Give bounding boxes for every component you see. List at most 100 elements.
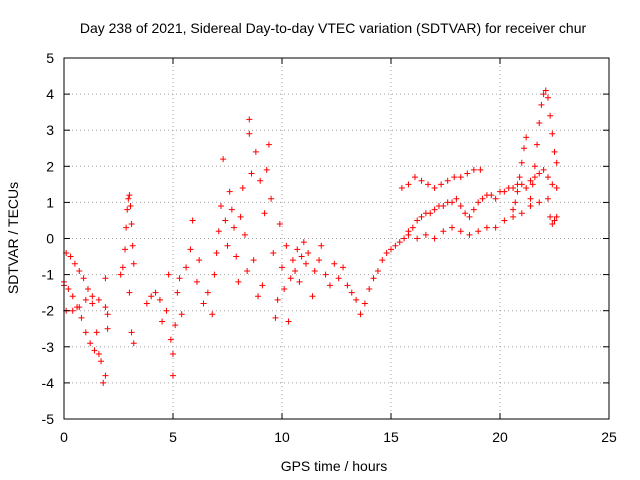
data-point-dawn-spike	[518, 159, 525, 166]
y-tick-label: -5	[42, 411, 55, 427]
data-point-midday-cloud	[239, 184, 246, 191]
data-point-arc-3h	[128, 221, 135, 228]
data-point-midday-cloud	[252, 148, 259, 155]
data-point-dawn-spike	[534, 141, 541, 148]
data-point-upper-arc	[405, 181, 412, 188]
data-point-early-arcs	[91, 347, 98, 354]
data-point-late-rise	[475, 199, 482, 206]
data-point-late-rise	[483, 224, 490, 231]
data-point-arc-4h	[170, 372, 176, 379]
data-point-early-arcs	[69, 293, 76, 300]
data-point-midday-cloud	[196, 257, 203, 264]
data-point-late-rise	[361, 300, 368, 307]
data-point-midday-cloud	[298, 253, 305, 260]
data-point-midday-cloud	[322, 271, 329, 278]
data-point-midday-cloud	[292, 267, 299, 274]
data-point-midday-cloud	[246, 116, 253, 123]
data-point-midday-cloud	[257, 177, 264, 184]
data-point-midday-cloud	[233, 253, 240, 260]
data-point-late-rise	[388, 246, 394, 253]
data-point-late-rise	[553, 184, 560, 191]
y-tick-label: 1	[46, 194, 54, 210]
data-point-late-rise	[431, 206, 438, 213]
data-point-midday-cloud	[187, 246, 194, 253]
data-point-midday-cloud	[326, 282, 333, 289]
y-tick-label: 5	[46, 50, 54, 66]
data-point-early-arcs	[102, 304, 109, 311]
data-point-midday-cloud	[237, 213, 244, 220]
data-point-midday-cloud	[183, 264, 190, 271]
data-point-late-rise	[366, 286, 373, 293]
data-point-midday-cloud	[281, 286, 288, 293]
data-point-upper-arc	[431, 184, 438, 191]
data-point-midday-cloud	[211, 271, 218, 278]
data-point-arc-3h	[119, 264, 126, 271]
y-tick-label: 0	[46, 231, 54, 247]
y-tick-label: 4	[46, 86, 54, 102]
y-tick-label: -4	[42, 375, 55, 391]
data-point-midday-cloud	[265, 141, 272, 148]
data-point-upper-arc	[477, 166, 484, 173]
data-point-late-rise	[383, 249, 390, 256]
data-point-late-rise	[492, 195, 499, 202]
data-point-midday-cloud	[241, 231, 248, 238]
data-point-late-rise	[523, 184, 530, 191]
data-point-dawn-spike	[520, 145, 527, 152]
x-tick-label: 0	[60, 429, 68, 445]
data-point-midday-cloud	[287, 275, 294, 282]
data-point-early-arcs	[67, 253, 74, 260]
data-point-dawn-spike	[549, 130, 556, 137]
data-point-arc-3h	[127, 203, 134, 210]
data-point-midday-cloud	[250, 257, 257, 264]
x-tick-label: 10	[274, 429, 290, 445]
data-point-upper-arc	[418, 177, 425, 184]
data-point-late-rise	[549, 181, 556, 188]
axes-ticks: 0 5 10 15 20 25 -5 -4 -3 -2 -1 0 1 2 3 4 5	[42, 50, 617, 445]
data-point-midday-cloud	[305, 249, 312, 256]
data-point-arc-4h	[148, 293, 155, 300]
data-point-arc-4h	[178, 311, 185, 318]
data-point-late-rise	[370, 275, 377, 282]
data-point-midday-cloud	[255, 293, 262, 300]
data-point-late-rise	[536, 170, 543, 177]
data-point-arc-3h	[123, 224, 130, 231]
chart-title: Day 238 of 2021, Sidereal Day-to-day VTE…	[80, 20, 587, 36]
data-point-late-rise	[510, 213, 517, 220]
data-point-early-arcs	[76, 304, 83, 311]
y-tick-label: -3	[42, 339, 55, 355]
data-point-midday-cloud	[200, 300, 207, 307]
data-point-midday-cloud	[268, 195, 275, 202]
data-point-midday-cloud	[235, 278, 242, 285]
data-point-arc-4h	[172, 322, 179, 329]
data-point-late-rise	[466, 231, 473, 238]
y-tick-label: 2	[46, 158, 54, 174]
data-point-dawn-spike	[547, 213, 554, 220]
data-point-late-rise	[540, 166, 547, 173]
data-point-midday-cloud	[311, 267, 318, 274]
data-point-dawn-spike	[551, 148, 558, 155]
data-point-midday-cloud	[228, 206, 235, 213]
data-point-midday-cloud	[318, 242, 325, 249]
data-point-arc-4h	[143, 300, 150, 307]
data-point-upper-arc	[425, 181, 432, 188]
data-point-late-rise	[405, 231, 412, 238]
data-point-arc-4h	[174, 289, 181, 296]
x-tick-label: 20	[492, 429, 508, 445]
data-point-midday-cloud	[222, 217, 229, 224]
data-point-midday-cloud	[300, 239, 307, 246]
data-point-upper-arc	[464, 170, 471, 177]
data-points	[61, 87, 560, 386]
y-tick-label: 3	[46, 122, 54, 138]
data-point-dawn-spike	[512, 199, 519, 206]
data-point-late-rise	[457, 203, 464, 210]
data-point-late-rise	[501, 188, 508, 195]
data-point-midday-cloud	[220, 156, 227, 163]
data-point-midday-cloud	[217, 203, 224, 210]
data-point-dawn-spike	[538, 101, 545, 108]
data-point-dawn-spike	[523, 134, 530, 141]
data-point-late-rise	[488, 192, 495, 199]
data-point-late-rise	[518, 210, 525, 217]
data-point-dawn-spike	[529, 181, 536, 188]
data-point-midday-cloud	[204, 289, 211, 296]
data-point-late-rise	[414, 235, 421, 242]
